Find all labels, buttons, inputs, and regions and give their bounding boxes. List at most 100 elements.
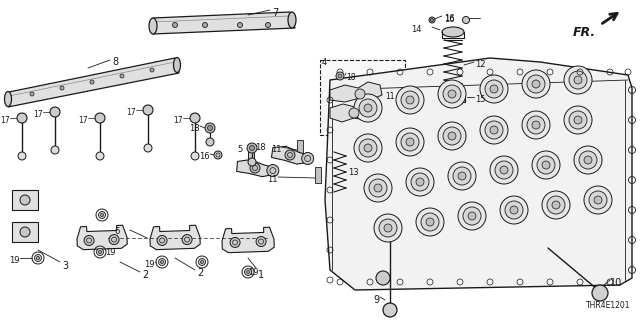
Polygon shape	[330, 103, 378, 122]
Circle shape	[17, 113, 27, 123]
Circle shape	[532, 151, 560, 179]
Bar	[297, 140, 303, 156]
Circle shape	[406, 96, 414, 104]
Circle shape	[100, 213, 104, 217]
Polygon shape	[12, 190, 38, 210]
Circle shape	[246, 270, 250, 274]
Circle shape	[157, 236, 167, 245]
Circle shape	[383, 303, 397, 317]
Circle shape	[207, 125, 212, 131]
Circle shape	[338, 74, 342, 78]
Circle shape	[589, 191, 607, 209]
Circle shape	[173, 22, 177, 28]
Circle shape	[84, 236, 94, 245]
Circle shape	[374, 184, 382, 192]
Polygon shape	[222, 227, 275, 253]
Circle shape	[396, 86, 424, 114]
Circle shape	[20, 227, 30, 237]
Circle shape	[564, 106, 592, 134]
Text: 17: 17	[173, 116, 183, 125]
Circle shape	[458, 172, 466, 180]
Text: 18: 18	[189, 124, 200, 133]
Circle shape	[247, 143, 257, 153]
Polygon shape	[271, 146, 311, 164]
Circle shape	[379, 219, 397, 237]
Circle shape	[569, 71, 587, 89]
Text: 12: 12	[475, 60, 486, 69]
Circle shape	[463, 207, 481, 225]
Text: 9: 9	[374, 295, 380, 305]
Circle shape	[453, 167, 471, 185]
Circle shape	[267, 164, 279, 177]
Circle shape	[202, 22, 207, 28]
Circle shape	[574, 146, 602, 174]
Text: 16: 16	[200, 152, 210, 161]
Circle shape	[354, 94, 382, 122]
Circle shape	[401, 91, 419, 109]
Circle shape	[36, 257, 40, 260]
Polygon shape	[77, 225, 127, 250]
Ellipse shape	[441, 90, 465, 100]
Bar	[315, 167, 321, 183]
Text: 19: 19	[10, 256, 20, 265]
Circle shape	[30, 92, 34, 96]
Circle shape	[266, 22, 271, 28]
Circle shape	[90, 80, 94, 84]
Text: 10: 10	[610, 278, 622, 288]
Circle shape	[448, 90, 456, 98]
Text: 3: 3	[62, 261, 68, 271]
Circle shape	[542, 161, 550, 169]
Text: FR.: FR.	[573, 26, 596, 39]
Polygon shape	[150, 225, 200, 250]
Circle shape	[364, 174, 392, 202]
Circle shape	[542, 191, 570, 219]
Circle shape	[51, 146, 59, 154]
Circle shape	[480, 75, 508, 103]
Circle shape	[349, 108, 359, 118]
Circle shape	[144, 144, 152, 152]
Polygon shape	[153, 12, 295, 34]
Circle shape	[463, 17, 470, 23]
Circle shape	[143, 105, 153, 115]
Circle shape	[421, 213, 439, 231]
Circle shape	[96, 152, 104, 160]
Circle shape	[547, 196, 565, 214]
Bar	[320, 60, 405, 135]
Circle shape	[416, 178, 424, 186]
Circle shape	[443, 127, 461, 145]
Bar	[248, 148, 254, 166]
Text: 19: 19	[248, 268, 259, 277]
Circle shape	[285, 150, 295, 160]
Circle shape	[198, 259, 205, 266]
Text: 1: 1	[258, 270, 264, 280]
Circle shape	[552, 201, 560, 209]
Circle shape	[301, 153, 314, 164]
Text: 7: 7	[272, 8, 278, 18]
Text: 11: 11	[385, 92, 394, 101]
Circle shape	[527, 116, 545, 134]
Circle shape	[485, 121, 503, 139]
Circle shape	[336, 72, 344, 80]
Circle shape	[505, 201, 523, 219]
Circle shape	[574, 116, 582, 124]
Circle shape	[256, 236, 266, 246]
Polygon shape	[330, 82, 382, 102]
Text: 16: 16	[444, 14, 454, 23]
Circle shape	[480, 116, 508, 144]
Circle shape	[369, 179, 387, 197]
Text: THR4E1201: THR4E1201	[586, 301, 630, 310]
Circle shape	[490, 85, 498, 93]
Circle shape	[250, 163, 260, 173]
Circle shape	[532, 121, 540, 129]
Circle shape	[431, 19, 433, 21]
Circle shape	[429, 17, 435, 23]
Circle shape	[205, 123, 215, 133]
Circle shape	[527, 75, 545, 93]
Circle shape	[495, 161, 513, 179]
Circle shape	[594, 196, 602, 204]
Text: 8: 8	[112, 57, 118, 67]
Text: 18: 18	[346, 73, 355, 82]
Ellipse shape	[173, 58, 180, 73]
Circle shape	[99, 212, 106, 219]
Circle shape	[406, 138, 414, 146]
